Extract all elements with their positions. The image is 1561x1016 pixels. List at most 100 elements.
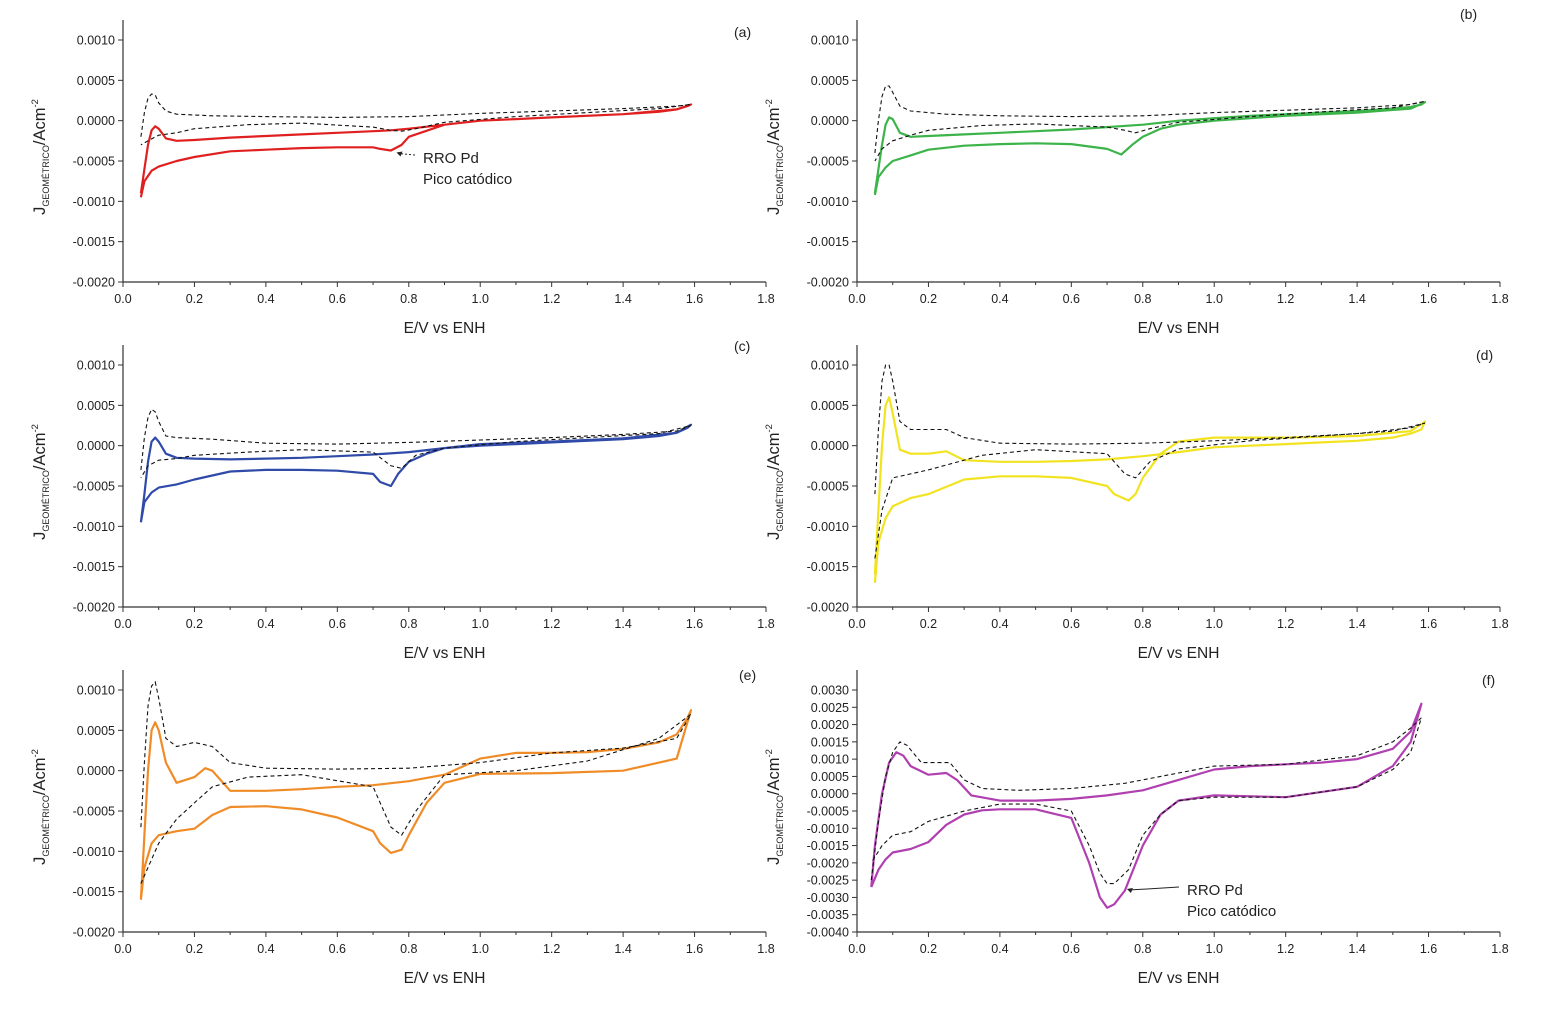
annotation-text-line2: Pico catódico: [423, 171, 512, 188]
y-tick-label: 0.0005: [77, 74, 115, 88]
y-axis-label-sub: GEOMÉTRICO: [41, 145, 51, 207]
series-solid-line: [139, 103, 693, 198]
y-tick-label: -0.0010: [73, 845, 115, 859]
annotation-arrowhead: [1126, 888, 1133, 894]
y-axis-label-sub: GEOMÉTRICO: [775, 795, 785, 857]
y-tick-label: 0.0000: [77, 439, 115, 453]
chart-panel-c: 0.0 0.2 0.4 0.6 0.8 1.0 1.2 1.4 1.6 1.8 0.0010 0.00…: [30, 338, 775, 662]
x-tick-label: 0.0: [848, 942, 865, 956]
y-tick-label: 0.0010: [811, 753, 849, 767]
y-tick-label: 0.0000: [77, 764, 115, 778]
x-tick-label: 0.4: [257, 617, 274, 631]
y-tick-label: -0.0005: [807, 480, 849, 494]
x-tick-label: 0.4: [991, 292, 1008, 306]
y-tick-label: -0.0020: [807, 856, 849, 870]
series-dashed-line: [140, 408, 692, 479]
y-axis-label: JGEOMÉTRICO/Acm-2: [764, 749, 785, 865]
series-dashed-line: [874, 85, 1426, 162]
y-axis-label-sub: GEOMÉTRICO: [775, 470, 785, 532]
y-axis-label: JGEOMÉTRICO/Acm-2: [764, 424, 785, 540]
x-tick-label: 1.4: [614, 617, 631, 631]
series-dashed-line: [140, 680, 692, 884]
y-axis-label-main: J: [765, 857, 783, 865]
y-axis-label-unit: /Acm: [765, 108, 783, 146]
y-tick-label: -0.0010: [73, 195, 115, 209]
x-tick-label: 1.4: [614, 942, 631, 956]
y-tick-label: 0.0010: [811, 34, 849, 48]
y-tick-label: -0.0010: [807, 520, 849, 534]
x-tick-label: 1.8: [1491, 617, 1508, 631]
y-tick-label: -0.0035: [807, 908, 849, 922]
x-axis-label: E/V vs ENH: [404, 320, 486, 337]
y-tick-label: -0.0020: [73, 601, 115, 615]
x-axis-label: E/V vs ENH: [404, 645, 486, 662]
y-tick-label: -0.0015: [73, 560, 115, 574]
x-tick-label: 0.8: [1134, 942, 1151, 956]
y-axis-label-exp: -2: [30, 99, 41, 107]
x-tick-label: 1.4: [1348, 617, 1365, 631]
x-tick-label: 0.2: [186, 942, 203, 956]
y-tick-label: -0.0015: [807, 839, 849, 853]
y-axis-label-sub: GEOMÉTRICO: [41, 470, 51, 532]
y-tick-label: 0.0005: [811, 74, 849, 88]
x-tick-label: 1.0: [472, 617, 489, 631]
series-solid-line: [873, 101, 1427, 196]
x-tick-label: 0.4: [991, 617, 1008, 631]
panel-label: (b): [1460, 6, 1477, 22]
x-tick-label: 1.6: [1420, 617, 1437, 631]
chart-panel-f: 0.0 0.2 0.4 0.6 0.8 1.0 1.2 1.4 1.6 1.8 0.0030 0.00…: [764, 670, 1509, 987]
series-dashed-line: [870, 717, 1422, 885]
y-axis-label-main: J: [765, 207, 783, 215]
x-tick-label: 0.2: [920, 617, 937, 631]
x-tick-label: 0.0: [114, 292, 131, 306]
y-tick-label: -0.0005: [807, 805, 849, 819]
y-tick-label: -0.0040: [807, 926, 849, 940]
annotation-arrowhead: [396, 151, 403, 157]
y-axis-label-unit: /Acm: [31, 758, 49, 796]
y-tick-label: 0.0005: [811, 399, 849, 413]
y-axis-label-sub: GEOMÉTRICO: [775, 145, 785, 207]
y-tick-label: 0.0030: [811, 684, 849, 698]
chart-panel-a: 0.0 0.2 0.4 0.6 0.8 1.0 1.2 1.4 1.6 1.8 0.0010 0.00…: [30, 20, 775, 337]
x-tick-label: 0.6: [1063, 292, 1080, 306]
y-axis-label-unit: /Acm: [765, 758, 783, 796]
y-tick-label: 0.0010: [77, 34, 115, 48]
chart-panel-b: 0.0 0.2 0.4 0.6 0.8 1.0 1.2 1.4 1.6 1.8 0.0010 0.00…: [764, 6, 1509, 337]
y-tick-label: -0.0030: [807, 891, 849, 905]
y-tick-label: -0.0010: [807, 195, 849, 209]
y-tick-label: -0.0010: [807, 822, 849, 836]
y-tick-label: 0.0015: [811, 735, 849, 749]
y-axis-label-exp: -2: [764, 749, 775, 757]
x-tick-label: 0.6: [1063, 942, 1080, 956]
annotation-text-line1: RRO Pd: [423, 150, 479, 167]
x-axis-label: E/V vs ENH: [1138, 645, 1220, 662]
y-tick-label: 0.0000: [811, 114, 849, 128]
x-tick-label: 0.6: [329, 942, 346, 956]
annotation-text-line2: Pico catódico: [1187, 903, 1276, 920]
y-tick-label: -0.0005: [73, 480, 115, 494]
y-tick-label: -0.0005: [73, 155, 115, 169]
panel-label: (f): [1482, 672, 1495, 688]
x-tick-label: 1.8: [1491, 942, 1508, 956]
panel-label: (a): [734, 24, 751, 40]
x-tick-label: 1.6: [686, 942, 703, 956]
y-tick-label: -0.0015: [73, 885, 115, 899]
y-axis-label-exp: -2: [764, 99, 775, 107]
x-tick-label: 0.2: [920, 942, 937, 956]
y-axis-label-exp: -2: [764, 424, 775, 432]
annotation-arrow: [1128, 886, 1180, 891]
x-tick-label: 0.4: [257, 292, 274, 306]
y-axis-label-unit: /Acm: [31, 108, 49, 146]
y-tick-label: -0.0020: [807, 601, 849, 615]
y-tick-label: 0.0020: [811, 718, 849, 732]
y-axis-label-main: J: [765, 532, 783, 540]
x-tick-label: 0.8: [1134, 617, 1151, 631]
y-tick-label: -0.0015: [73, 235, 115, 249]
x-tick-label: 1.4: [1348, 942, 1365, 956]
series-dashed-line: [874, 364, 1426, 559]
chart-panel-e: 0.0 0.2 0.4 0.6 0.8 1.0 1.2 1.4 1.6 1.8 0.0010 0.00…: [30, 667, 775, 987]
y-tick-label: 0.0010: [811, 359, 849, 373]
x-tick-label: 1.2: [1277, 617, 1294, 631]
x-tick-label: 0.2: [920, 292, 937, 306]
y-axis-label: JGEOMÉTRICO/Acm-2: [30, 749, 51, 865]
